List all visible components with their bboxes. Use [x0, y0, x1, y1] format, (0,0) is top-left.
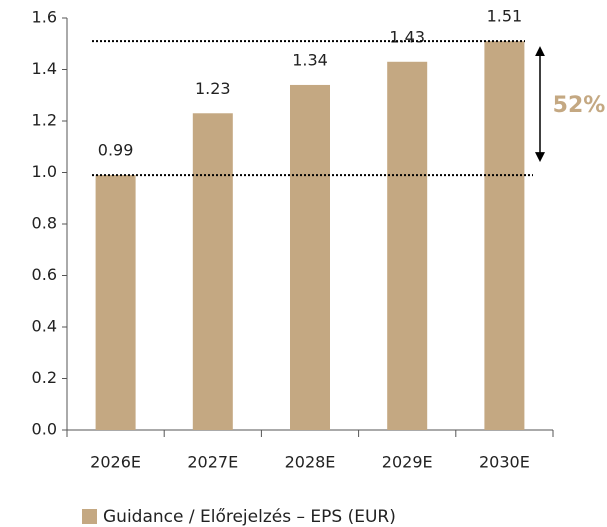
y-tick-label: 0.0 — [32, 420, 57, 439]
data-label: 1.51 — [487, 7, 523, 26]
data-label: 0.99 — [98, 141, 134, 160]
bar — [387, 61, 428, 431]
legend-label: Guidance / Előrejelzés – EPS (EUR) — [103, 507, 396, 527]
data-label: 1.34 — [292, 50, 328, 69]
y-tick-label: 1.0 — [32, 162, 57, 181]
bar — [95, 175, 136, 430]
annotation: 52% — [553, 93, 606, 118]
data-label: 1.23 — [195, 79, 231, 98]
x-tick-label: 2027E — [187, 453, 238, 472]
y-tick-label: 0.4 — [32, 317, 57, 336]
y-tick-label: 0.8 — [32, 214, 57, 233]
y-tick-label: 1.4 — [32, 59, 57, 78]
y-tick-label: 1.2 — [32, 111, 57, 130]
data-label: 1.43 — [389, 27, 425, 46]
legend-swatch — [82, 509, 97, 524]
y-tick-label: 0.6 — [32, 265, 57, 284]
x-tick-label: 2026E — [90, 453, 141, 472]
y-tick-label: 0.2 — [32, 368, 57, 387]
x-tick-label: 2029E — [382, 453, 433, 472]
x-tick-label: 2028E — [285, 453, 336, 472]
y-tick-label: 1.6 — [32, 8, 57, 27]
bar — [192, 113, 233, 431]
x-tick-label: 2030E — [479, 453, 530, 472]
bar — [484, 41, 525, 431]
bar — [290, 84, 330, 430]
